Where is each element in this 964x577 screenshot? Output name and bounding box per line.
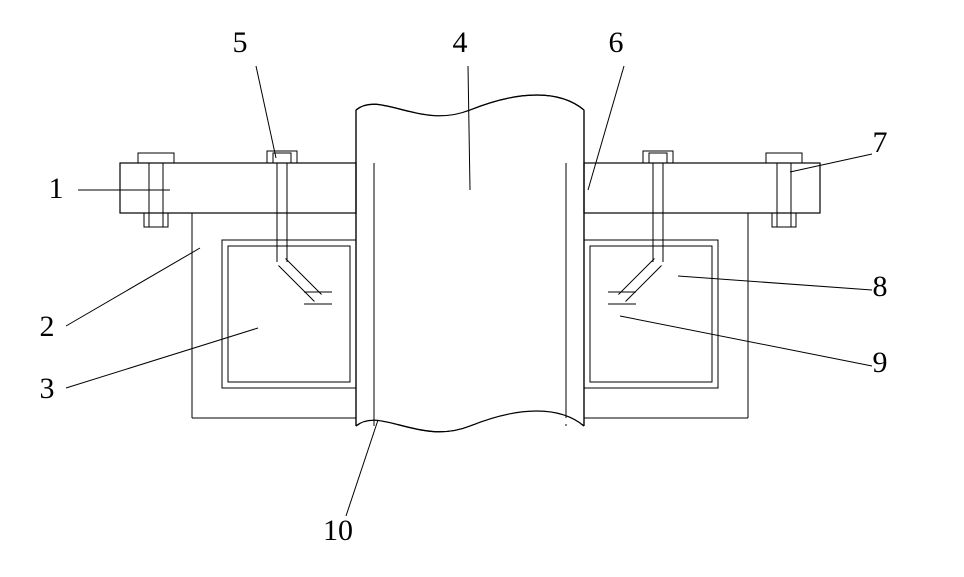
callout-label: 8: [873, 270, 888, 303]
callout-label: 1: [49, 172, 64, 205]
leader-line: [678, 276, 872, 290]
leader-line: [256, 66, 276, 158]
callout-label: 5: [233, 26, 248, 59]
callout-label: 10: [323, 514, 353, 547]
leader-line: [588, 66, 624, 190]
callout-label: 6: [609, 26, 624, 59]
callout-label: 2: [40, 310, 55, 343]
geometry-layer: [120, 95, 820, 432]
callout-label: 9: [873, 346, 888, 379]
leader-line: [620, 316, 872, 366]
leader-line: [66, 248, 200, 326]
callout-label: 4: [453, 26, 468, 59]
leader-line: [346, 420, 378, 516]
leader-line: [66, 328, 258, 388]
callout-label: 7: [873, 126, 888, 159]
callout-label: 3: [40, 372, 55, 405]
technical-diagram: 1 2 3 4 5 6 7 8 9 10: [0, 0, 964, 577]
